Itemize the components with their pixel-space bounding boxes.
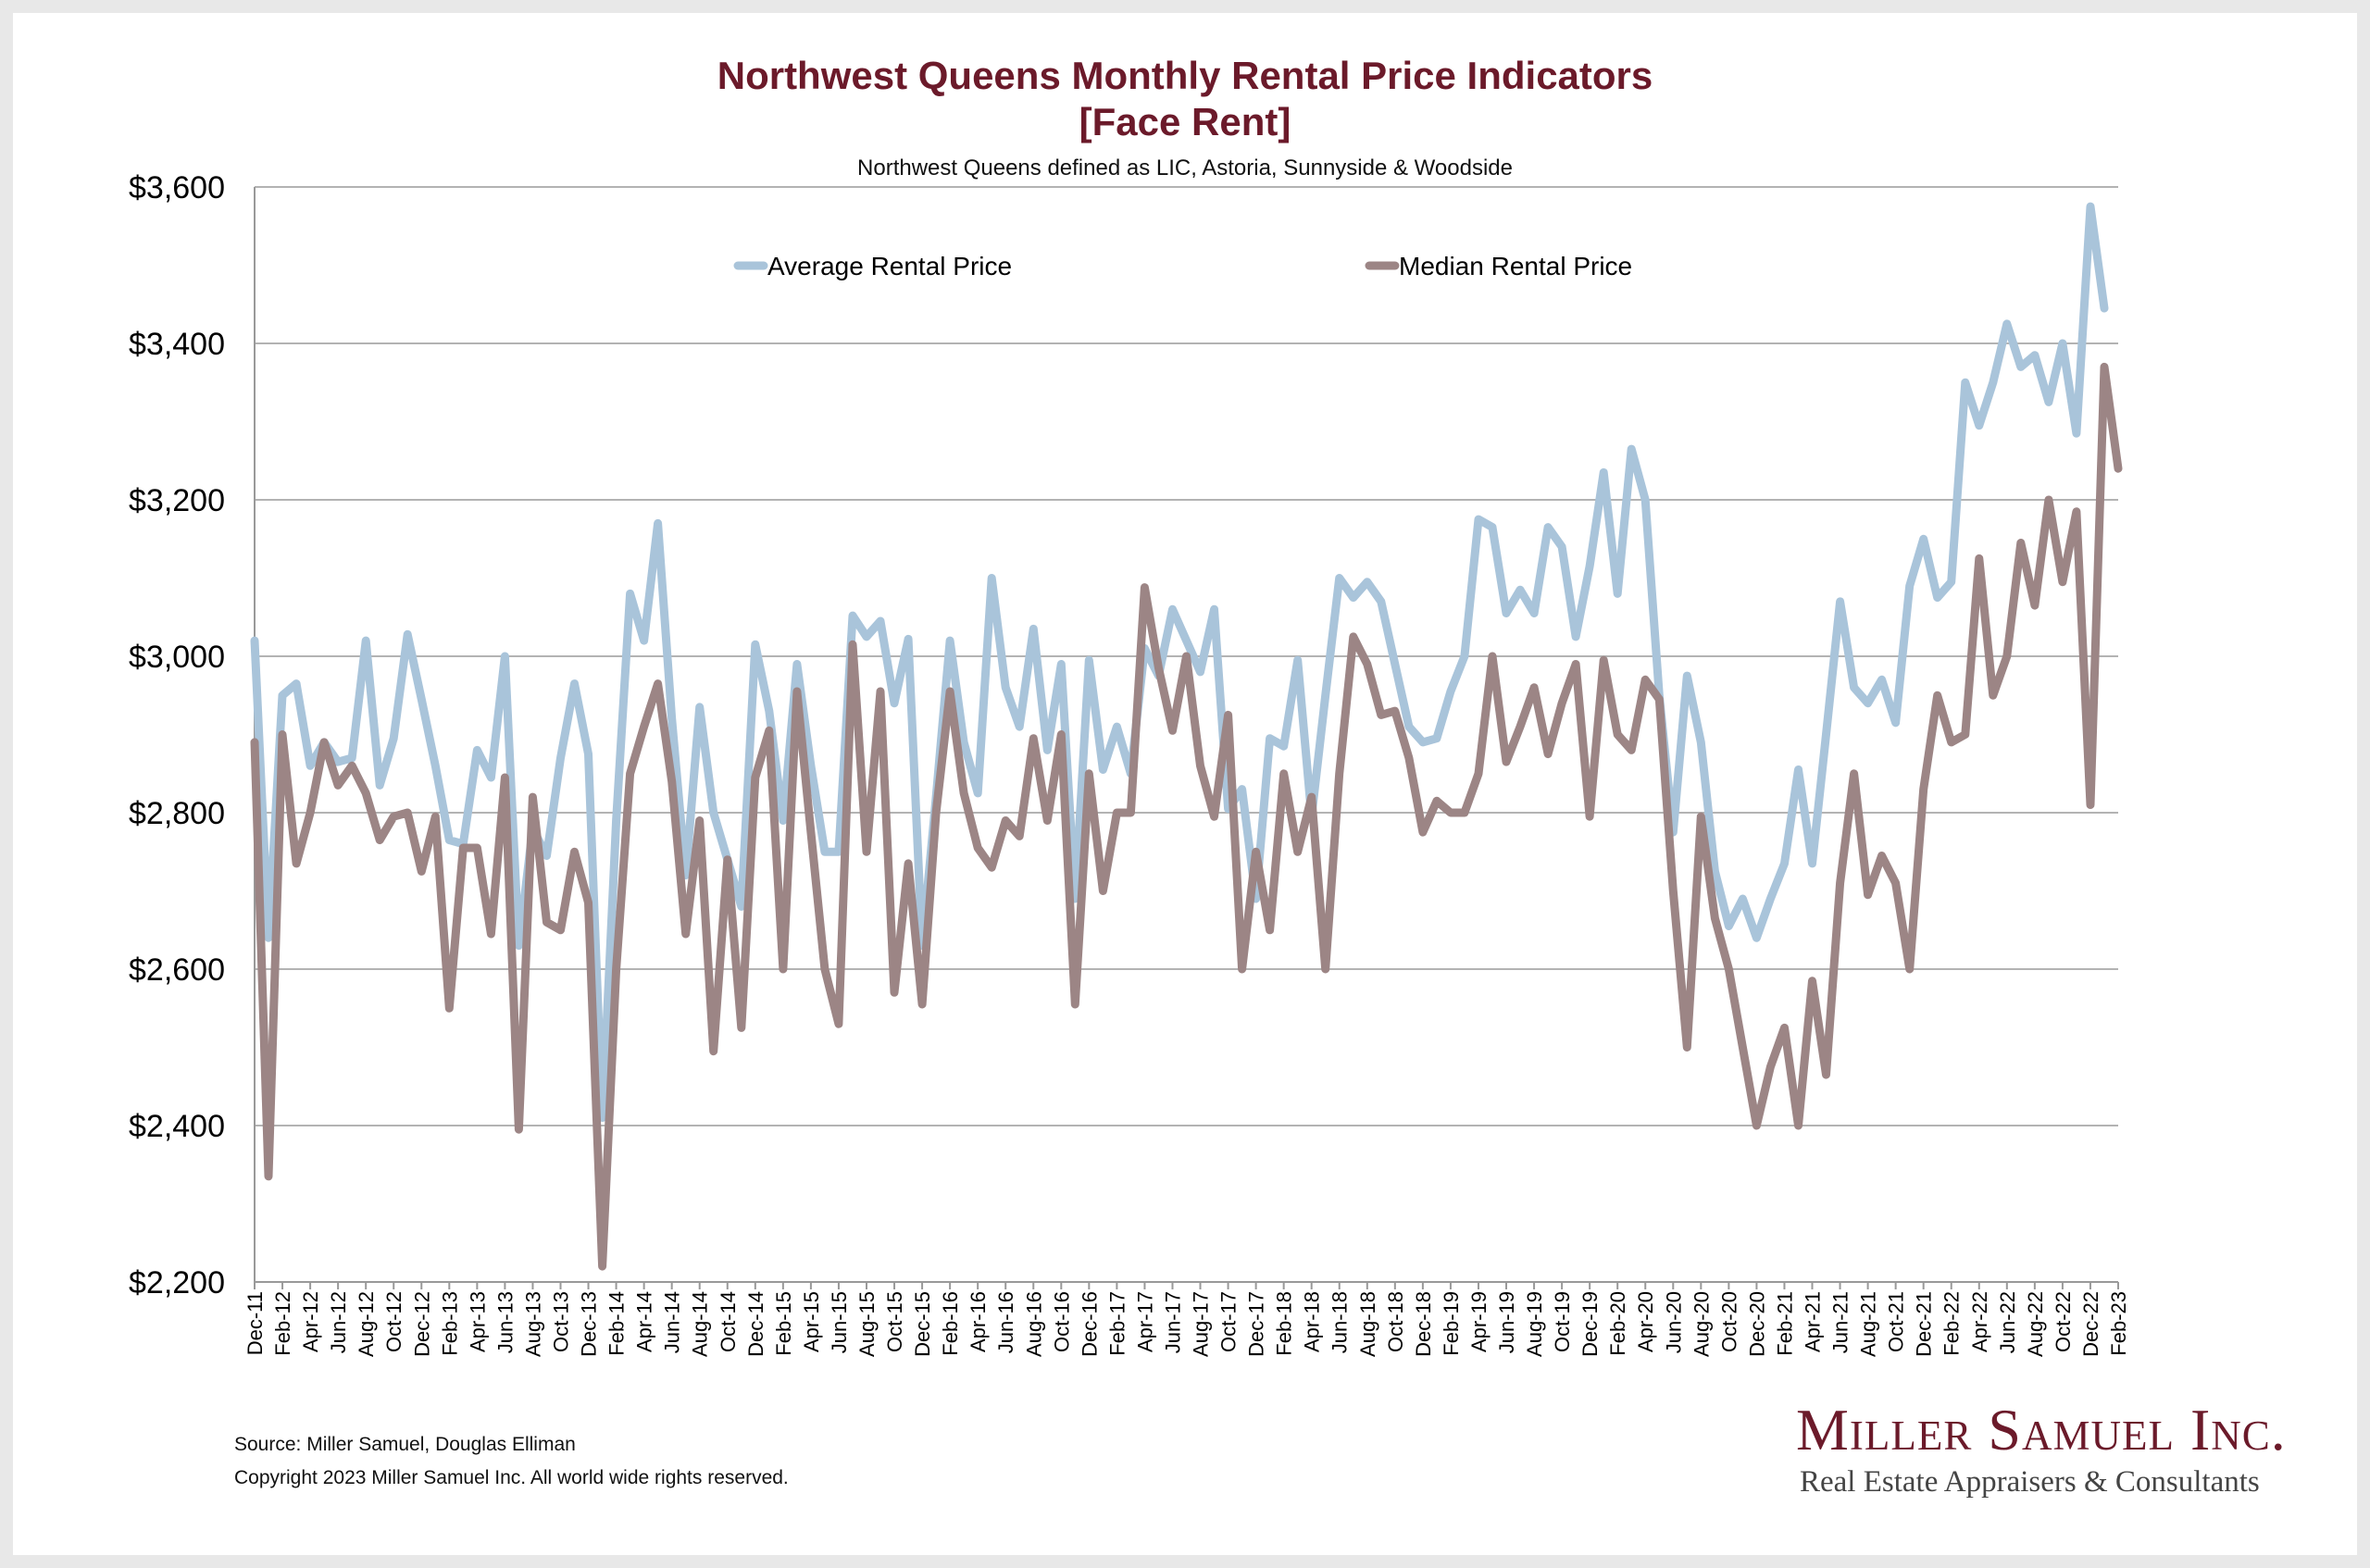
x-tick-label: Feb-20 — [1606, 1291, 1629, 1356]
x-tick-label: Dec-13 — [578, 1291, 601, 1357]
x-tick-label: Apr-15 — [800, 1291, 823, 1352]
legend-label: Average Rental Price — [767, 252, 1012, 280]
x-tick-label: Dec-14 — [744, 1291, 767, 1357]
company-logo-tagline: Real Estate Appraisers & Consultants — [1800, 1465, 2260, 1499]
x-tick-label: Oct-14 — [717, 1291, 740, 1352]
x-tick-label: Jun-17 — [1161, 1291, 1184, 1353]
x-tick-label: Jun-18 — [1328, 1291, 1352, 1353]
y-tick-label: $3,200 — [129, 483, 225, 518]
x-tick-label: Oct-22 — [2052, 1291, 2075, 1352]
x-tick-label: Apr-19 — [1467, 1291, 1491, 1352]
legend: Average Rental Price Median Rental Price — [733, 252, 1632, 280]
x-tick-label: Feb-13 — [438, 1291, 461, 1356]
x-tick-label: Feb-12 — [271, 1291, 294, 1356]
x-tick-label: Aug-22 — [2024, 1291, 2047, 1357]
x-tick-label: Jun-14 — [661, 1291, 684, 1353]
x-tick-label: Aug-14 — [689, 1291, 712, 1357]
y-tick-label: $3,400 — [129, 327, 225, 362]
y-tick-label: $3,000 — [129, 640, 225, 675]
x-tick-label: Feb-21 — [1773, 1291, 1796, 1356]
x-tick-label: Dec-12 — [410, 1291, 433, 1357]
x-tick-label: Aug-12 — [355, 1291, 378, 1357]
x-tick-label: Oct-19 — [1551, 1291, 1574, 1352]
x-tick-label: Dec-16 — [1078, 1291, 1101, 1357]
x-tick-label: Oct-15 — [883, 1291, 906, 1352]
x-tick-label: Aug-13 — [521, 1291, 544, 1357]
x-tick-label: Oct-13 — [549, 1291, 572, 1352]
x-tick-label: Jun-15 — [828, 1291, 851, 1353]
x-tick-label: Apr-16 — [967, 1291, 990, 1352]
x-tick-label: Oct-21 — [1885, 1291, 1908, 1352]
x-tick-label: Jun-20 — [1662, 1291, 1685, 1353]
x-tick-label: Jun-16 — [994, 1291, 1017, 1353]
x-tick-label: Feb-17 — [1105, 1291, 1129, 1356]
chart-subtitle: Northwest Queens defined as LIC, Astoria… — [857, 156, 1513, 180]
x-tick-label: Dec-17 — [1245, 1291, 1268, 1357]
x-tick-label: Apr-13 — [466, 1291, 489, 1352]
x-tick-label: Jun-21 — [1829, 1291, 1852, 1353]
x-tick-label: Apr-22 — [1968, 1291, 1991, 1352]
median-rental-price-line — [250, 362, 2123, 1271]
x-axis-labels: Dec-11 Feb-12 Apr-12 Jun-12 Aug-12 Oct-12 Dec-… — [243, 1282, 2130, 1357]
company-logo-name: Miller Samuel Inc. — [1796, 1397, 2287, 1462]
copyright-note: Copyright 2023 Miller Samuel Inc. All wo… — [234, 1467, 789, 1488]
x-tick-label: Apr-14 — [633, 1291, 656, 1352]
x-tick-label: Jun-13 — [493, 1291, 517, 1353]
x-tick-label: Dec-22 — [2079, 1291, 2102, 1357]
x-tick-label: Apr-12 — [299, 1291, 322, 1352]
x-tick-label: Aug-15 — [855, 1291, 879, 1357]
chart-title-line2: [Face Rent] — [1079, 100, 1291, 143]
x-tick-label: Feb-19 — [1440, 1291, 1463, 1356]
x-tick-label: Dec-20 — [1745, 1291, 1768, 1357]
x-tick-label: Aug-17 — [1190, 1291, 1213, 1357]
series-lines — [250, 202, 2123, 1271]
source-note: Source: Miller Samuel, Douglas Elliman — [234, 1434, 576, 1455]
chart-frame — [13, 13, 2357, 1555]
y-tick-label: $3,600 — [129, 170, 225, 205]
x-tick-label: Jun-22 — [1996, 1291, 2019, 1353]
y-tick-label: $2,600 — [129, 952, 225, 988]
x-tick-label: Dec-18 — [1412, 1291, 1435, 1357]
x-tick-label: Aug-21 — [1857, 1291, 1880, 1357]
x-tick-label: Aug-20 — [1690, 1291, 1713, 1357]
gridlines — [254, 186, 2118, 1283]
x-tick-label: Aug-19 — [1523, 1291, 1546, 1357]
x-tick-label: Apr-17 — [1133, 1291, 1156, 1352]
x-tick-label: Dec-19 — [1578, 1291, 1602, 1357]
x-tick-label: Feb-16 — [939, 1291, 962, 1356]
y-tick-label: $2,400 — [129, 1109, 225, 1144]
x-tick-label: Oct-17 — [1217, 1291, 1241, 1352]
x-tick-label: Oct-18 — [1384, 1291, 1407, 1352]
x-tick-label: Oct-16 — [1050, 1291, 1073, 1352]
x-tick-label: Oct-20 — [1717, 1291, 1740, 1352]
y-tick-label: $2,800 — [129, 796, 225, 831]
x-tick-label: Dec-15 — [911, 1291, 934, 1357]
x-tick-label: Aug-16 — [1022, 1291, 1045, 1357]
x-tick-label: Apr-18 — [1301, 1291, 1324, 1352]
x-tick-label: Apr-20 — [1634, 1291, 1657, 1352]
x-tick-label: Feb-15 — [772, 1291, 795, 1356]
x-tick-label: Aug-18 — [1356, 1291, 1379, 1357]
legend-label: Median Rental Price — [1399, 252, 1632, 280]
x-tick-label: Feb-22 — [1940, 1291, 1964, 1356]
chart-title: Northwest Queens Monthly Rental Price In… — [717, 54, 1653, 97]
y-axis-labels: $2,200 $2,400 $2,600 $2,800 $3,000 $3,200 $3,4… — [129, 170, 225, 1300]
x-tick-label: Jun-12 — [327, 1291, 350, 1353]
average-rental-price-line — [250, 202, 2109, 1122]
y-tick-label: $2,200 — [129, 1265, 225, 1300]
x-tick-label: Dec-21 — [1913, 1291, 1936, 1357]
x-tick-label: Dec-11 — [243, 1291, 267, 1355]
x-tick-label: Feb-18 — [1273, 1291, 1296, 1356]
x-tick-label: Feb-23 — [2107, 1291, 2130, 1356]
x-tick-label: Oct-12 — [382, 1291, 405, 1352]
x-tick-label: Apr-21 — [1802, 1291, 1825, 1352]
x-tick-label: Jun-19 — [1495, 1291, 1518, 1353]
x-tick-label: Feb-14 — [605, 1291, 629, 1356]
